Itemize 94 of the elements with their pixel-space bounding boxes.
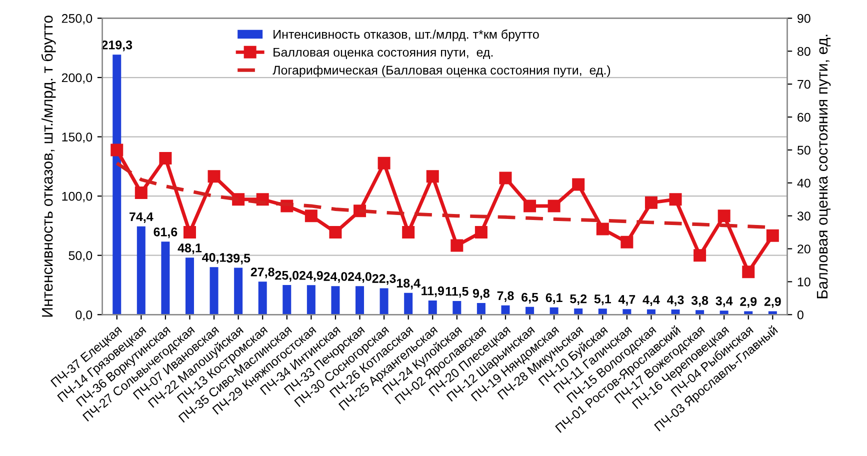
y2-tick-label: 60 [798,112,810,122]
y-axis-title: Интенсивность отказов, шт./млрд. т брутто [41,16,56,317]
y2-axis-title: Балловая оценка состояния пути, ед. [816,34,831,298]
y2-tick-label: 70 [798,80,810,89]
point [329,226,342,239]
data-label: 24,0 [324,272,348,283]
y2-tick-label: 20 [798,244,810,254]
point [742,266,755,278]
bar [210,267,218,315]
data-label: 5,2 [570,294,587,306]
bar [428,300,437,315]
bar [404,292,413,315]
y2-tick-label: 10 [798,278,810,286]
y-tick-label: 200,0 [62,73,92,84]
point [694,249,706,262]
point [548,200,560,212]
bar [185,258,194,315]
point [596,222,609,236]
bar [622,309,632,315]
bar [356,286,364,315]
y-tick-label: 0,0 [76,310,92,321]
data-label: 9,8 [472,288,490,300]
bar [306,285,316,315]
y2-tick-label: 0 [797,310,804,320]
bar [112,54,122,315]
data-label: 6,1 [546,293,562,304]
data-label: 4,4 [642,295,660,306]
point [499,172,512,184]
point [378,156,390,170]
point [183,226,196,239]
data-label: 39,5 [226,254,250,264]
point [304,210,318,222]
point [766,229,779,242]
y-tick-label: 250,0 [62,14,92,24]
y2-tick-label: 50 [797,146,810,155]
y-tick-label: 150,0 [62,132,92,143]
y-tick-label: 100,0 [62,192,92,202]
point [402,226,415,239]
bar [234,268,243,315]
data-label: 22,3 [372,274,396,285]
point [524,200,536,212]
point [208,170,220,183]
point [572,178,585,191]
bar [161,242,170,315]
data-label: 18,4 [396,278,420,290]
bar [380,288,388,315]
bar [526,306,534,315]
legend-label: Логарифмическая (Балловая оценка состояния пути, ед.) [272,65,610,78]
point [669,193,682,206]
data-label: 48,1 [178,244,202,254]
point [474,226,488,239]
point [110,144,124,156]
point [134,186,148,200]
data-label: 40,1 [202,252,226,264]
y2-tick-label: 90 [798,14,810,23]
data-label: 74,4 [130,212,154,223]
data-label: 2,9 [740,297,757,308]
data-label: 61,6 [154,228,178,238]
data-label: 6,5 [522,292,538,304]
bar [452,301,462,315]
data-label: 4,7 [618,295,636,306]
point [620,236,634,248]
bar [258,282,267,315]
bar [331,286,340,315]
data-label: 24,9 [299,271,323,282]
y2-tick-label: 30 [797,212,810,220]
data-label: 25,0 [275,270,299,282]
point [450,239,464,252]
data-label: 7,8 [497,291,514,302]
data-label: 4,3 [667,295,684,306]
bar [136,226,146,315]
point [718,210,730,222]
data-label: 2,9 [764,297,781,308]
bar [282,285,292,315]
data-label: 11,5 [446,287,468,298]
y-tick-label: 50,0 [68,251,92,262]
y2-tick-label: 40 [797,178,810,188]
bar [476,303,486,315]
data-label: 27,8 [250,268,274,278]
bar [550,307,558,315]
data-label: 24,0 [348,272,372,283]
point [426,170,439,183]
data-label: 11,9 [422,286,444,298]
bar [501,305,510,315]
point [159,152,172,164]
bar [598,308,607,315]
data-label: 3,4 [716,296,733,308]
point [644,196,658,209]
data-label: 219,3 [102,40,132,52]
legend-label: Интенсивность отказов, шт./млрд. т*км брутто [274,29,539,42]
y2-tick-label: 80 [798,46,810,56]
legend-label: Балловая оценка состояния пути, ед. [274,48,493,60]
data-label: 3,8 [691,296,708,307]
data-label: 5,1 [594,294,611,306]
